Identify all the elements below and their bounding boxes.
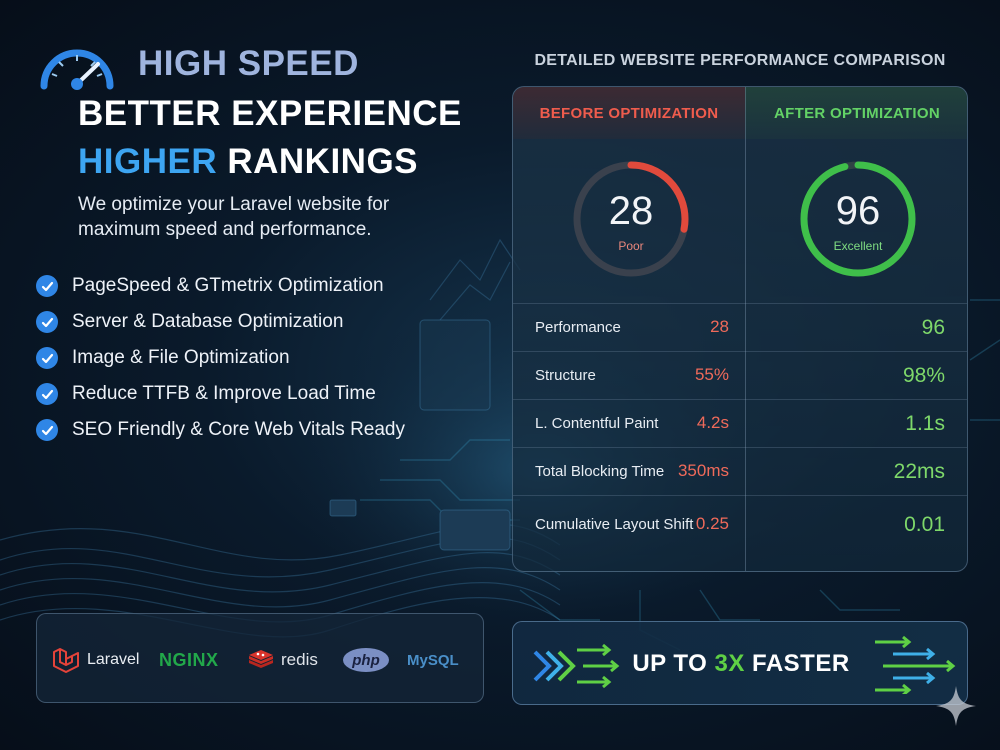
metric-name: Total Blocking Time: [535, 463, 665, 480]
metric-after-value: 98%: [902, 364, 945, 387]
redis-icon: [249, 650, 273, 668]
after-heading: AFTER OPTIMIZATION: [745, 87, 967, 139]
laravel-icon: [53, 648, 79, 673]
table-row: Structure 55% 98%: [513, 351, 967, 399]
nginx-label: NGINX: [159, 649, 219, 670]
hero-title-rest: RANKINGS: [227, 142, 419, 181]
list-item: SEO Friendly & Core Web Vitals Ready: [36, 412, 405, 448]
feature-label: Image & File Optimization: [72, 347, 290, 368]
column-divider: [745, 87, 746, 571]
metric-after-value: 1.1s: [905, 412, 945, 435]
table-row: Total Blocking Time 350ms 22ms: [513, 447, 967, 495]
metric-before-value: 55%: [694, 365, 729, 384]
mysql-label: MySQL: [407, 651, 459, 669]
comparison-title: DETAILED WEBSITE PERFORMANCE COMPARISON: [534, 52, 946, 69]
laravel-label: Laravel: [87, 651, 140, 668]
list-item: Image & File Optimization: [36, 340, 405, 376]
after-rating: Excellent: [833, 239, 883, 253]
redis-label: redis: [281, 650, 318, 669]
metric-name: Cumulative Layout Shift: [535, 516, 694, 533]
laravel-logo: Laravel: [51, 644, 139, 676]
metric-before-value: 350ms: [677, 461, 729, 480]
list-item: Reduce TTFB & Improve Load Time: [36, 376, 405, 412]
metric-before-value: 4.2s: [696, 413, 729, 432]
metric-name: Structure: [535, 367, 596, 384]
metric-after-value: 0.01: [904, 513, 945, 536]
table-row: Performance 28 96: [513, 303, 967, 351]
metric-before-value: 28: [710, 317, 729, 336]
hero-description: We optimize your Laravel website for max…: [78, 194, 390, 240]
checkmark-icon: [36, 419, 58, 441]
before-heading: BEFORE OPTIMIZATION: [513, 87, 745, 139]
metric-name: L. Contentful Paint: [535, 415, 659, 432]
sparkle-icon: [936, 686, 976, 726]
php-label: php: [351, 652, 380, 669]
after-gauge-arc: [800, 161, 916, 277]
banner-prefix: UP TO: [632, 650, 715, 677]
checkmark-icon: [36, 275, 58, 297]
metric-after-value: 22ms: [893, 460, 945, 483]
before-score-gauge: 28 Poor: [569, 157, 693, 281]
hero-title-line-1: HIGH SPEED: [138, 44, 359, 83]
feature-list: PageSpeed & GTmetrix Optimization Server…: [36, 268, 405, 448]
before-score: 28: [608, 189, 654, 233]
arrows-right-icon: [533, 643, 620, 689]
tech-stack-bar: Laravel NGINX redis php MySQL: [36, 613, 484, 703]
feature-label: PageSpeed & GTmetrix Optimization: [72, 275, 384, 296]
redis-logo: redis: [247, 644, 318, 676]
metric-before-value: 0.25: [695, 514, 729, 533]
speedometer-icon: [40, 49, 114, 90]
before-gauge-arc: [573, 161, 689, 277]
mysql-logo: MySQL: [407, 644, 459, 676]
banner-suffix: FASTER: [744, 650, 850, 677]
before-rating: Poor: [618, 239, 644, 253]
speed-banner: UP TO 3X FASTER: [512, 621, 968, 705]
feature-label: SEO Friendly & Core Web Vitals Ready: [72, 419, 405, 440]
after-score-gauge: 96 Excellent: [796, 157, 920, 281]
table-row: Cumulative Layout Shift 0.25 0.01: [513, 495, 967, 555]
checkmark-icon: [36, 383, 58, 405]
checkmark-icon: [36, 311, 58, 333]
checkmark-icon: [36, 347, 58, 369]
after-score: 96: [835, 189, 881, 233]
hero-title-line-2: BETTER EXPERIENCE: [78, 94, 462, 133]
comparison-card: BEFORE OPTIMIZATION AFTER OPTIMIZATION 2…: [512, 86, 968, 572]
metric-name: Performance: [535, 319, 621, 336]
metric-after-value: 96: [921, 316, 945, 339]
hero-title-highlight: HIGHER: [78, 142, 218, 181]
hero-title-line-3: HIGHER RANKINGS: [78, 142, 418, 182]
nginx-logo: NGINX: [159, 644, 219, 676]
php-logo: php: [341, 644, 391, 676]
banner-highlight: 3X: [714, 650, 745, 677]
arrows-right-icon: [875, 635, 956, 694]
list-item: PageSpeed & GTmetrix Optimization: [36, 268, 405, 304]
speed-banner-text: UP TO 3X FASTER: [513, 650, 967, 678]
list-item: Server & Database Optimization: [36, 304, 405, 340]
table-row: L. Contentful Paint 4.2s 1.1s: [513, 399, 967, 447]
feature-label: Reduce TTFB & Improve Load Time: [72, 383, 376, 404]
feature-label: Server & Database Optimization: [72, 311, 344, 332]
